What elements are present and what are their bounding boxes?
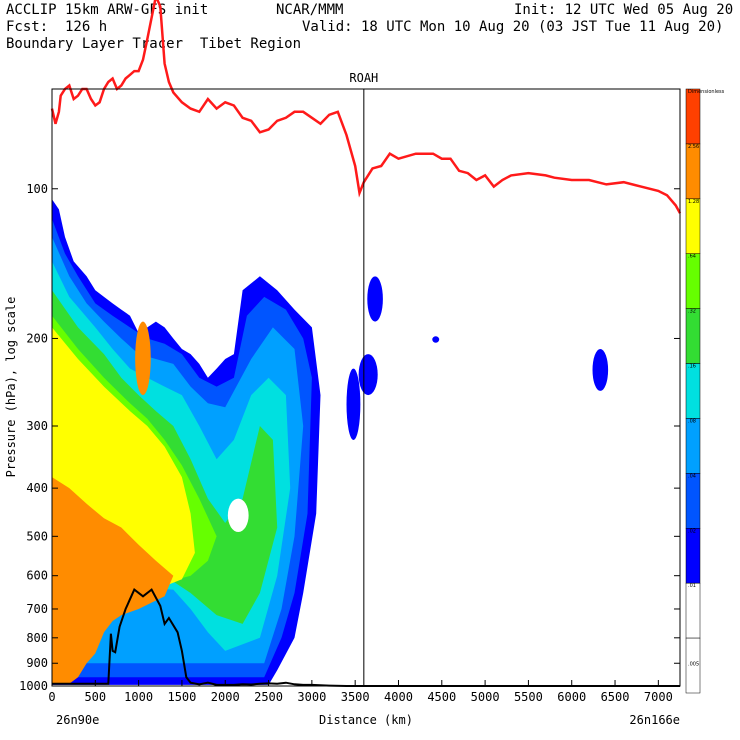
colorbar: Dimensionless 2.56 1.28 .64 .32 .16 .08 .04 .02.… — [685, 88, 725, 694]
colorbar-segment — [685, 308, 701, 364]
x-tick-label: 2000 — [211, 690, 240, 704]
colorbar-label: .32 — [688, 309, 696, 315]
tracer-patch-4 — [592, 348, 609, 391]
tropopause-line — [50, 0, 682, 214]
product-name: Boundary Layer Tracer Tibet Region — [6, 36, 302, 52]
x-tick-label: 3500 — [341, 690, 370, 704]
y-tick-label: 600 — [26, 569, 48, 583]
tracer-core-orange — [135, 321, 151, 396]
x-tick-label: 5000 — [471, 690, 500, 704]
colorbar-label: .005 — [688, 662, 699, 668]
x-tick-label: 0 — [48, 690, 55, 704]
x-end-label: 26n166e — [629, 713, 680, 727]
y-tick-label: 1000 — [19, 679, 48, 693]
colorbar-label: .16 — [688, 364, 696, 370]
colorbar-label: .02 — [688, 528, 696, 534]
x-tick-label: 6000 — [557, 690, 586, 704]
tracer-patch-5 — [432, 336, 440, 343]
colorbar-segment — [685, 637, 701, 694]
x-axis: 0 500 1000 1500 2000 2500 3000 3500 4000 4500 5000… — [48, 680, 673, 704]
colorbar-segment — [685, 253, 701, 309]
plot-frame — [51, 88, 681, 687]
org-label: NCAR/MMM — [276, 2, 344, 18]
colorbar-segment — [685, 88, 701, 145]
colorbar-label: .01 — [688, 583, 696, 589]
y-tick-label: 500 — [26, 529, 48, 543]
x-tick-label: 6500 — [601, 690, 630, 704]
valid-time: Valid: 18 UTC Mon 10 Aug 20 (03 JST Tue … — [302, 19, 724, 35]
tracer-patch-2 — [358, 354, 378, 396]
station-label: ROAH — [349, 71, 378, 85]
colorbar-segment — [685, 473, 701, 529]
x-start-label: 26n90e — [56, 713, 99, 727]
colorbar-units: Dimensionless — [688, 89, 725, 95]
x-tick-label: 7000 — [644, 690, 673, 704]
x-tick-label: 2500 — [254, 690, 283, 704]
colorbar-segment — [685, 363, 701, 419]
x-tick-label: 4500 — [427, 690, 456, 704]
x-tick-label: 5500 — [514, 690, 543, 704]
x-tick-label: 500 — [84, 690, 106, 704]
y-tick-label: 900 — [26, 656, 48, 670]
colorbar-label: 2.56 — [688, 144, 699, 150]
forecast-hour: Fcst: 126 h — [6, 19, 108, 35]
x-tick-label: 1000 — [124, 690, 153, 704]
init-time: Init: 12 UTC Wed 05 Aug 20 — [514, 2, 734, 18]
tracer-hole — [227, 498, 249, 532]
y-tick-label: 200 — [26, 331, 48, 345]
colorbar-label: .64 — [688, 254, 696, 260]
x-tick-label: 3000 — [297, 690, 326, 704]
y-tick-label: 300 — [26, 419, 48, 433]
model-title: ACCLIP 15km ARW-GFS init — [6, 2, 209, 18]
y-tick-label: 400 — [26, 481, 48, 495]
colorbar-segment — [685, 143, 701, 200]
x-axis-label: Distance (km) — [319, 713, 413, 727]
colorbar-segment — [685, 528, 701, 584]
y-tick-label: 700 — [26, 602, 48, 616]
colorbar-label: .04 — [688, 473, 696, 479]
tracer-field — [52, 199, 609, 685]
y-tick-label: 100 — [26, 182, 48, 196]
colorbar-segment — [685, 198, 701, 254]
tracer-band-08 — [52, 477, 174, 684]
y-axis-label: Pressure (hPa), log scale — [4, 297, 18, 478]
colorbar-label: 1.28 — [688, 199, 699, 205]
colorbar-segment — [685, 582, 701, 639]
y-tick-label: 800 — [26, 631, 48, 645]
x-tick-label: 4000 — [384, 690, 413, 704]
tracer-patch-3 — [346, 368, 361, 440]
colorbar-segment — [685, 418, 701, 474]
tracer-patch-1 — [367, 276, 383, 322]
colorbar-label: .08 — [688, 418, 696, 424]
x-tick-label: 1500 — [167, 690, 196, 704]
y-axis: 100 200 300 400 500 600 700 800 900 1000 — [19, 182, 680, 693]
